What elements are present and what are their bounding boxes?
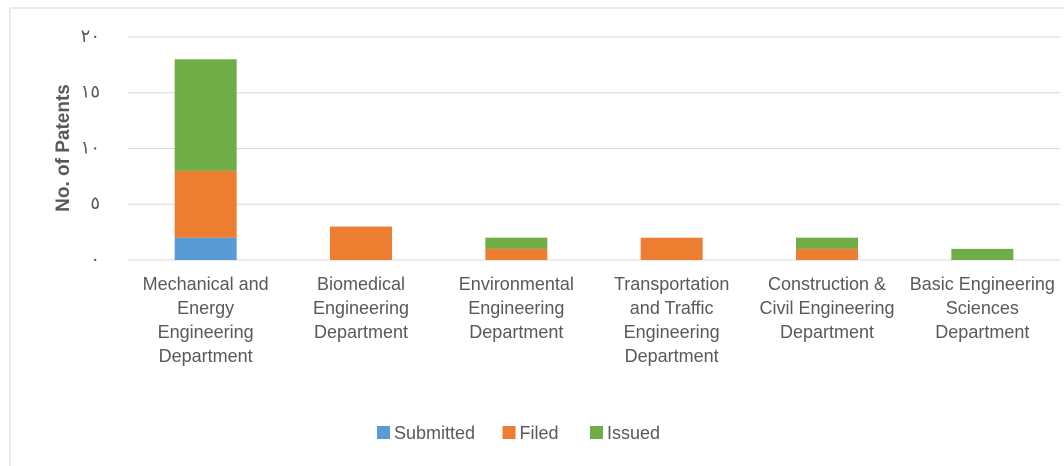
y-tick-label: ١٥ xyxy=(81,82,100,102)
bar-segment xyxy=(485,237,548,249)
bar-segment xyxy=(174,170,237,238)
y-tick-label: ٥ xyxy=(90,193,100,213)
legend-swatch xyxy=(502,426,516,439)
x-tick-label: Biomedical Engineering Department xyxy=(312,274,410,342)
legend-label: Issued xyxy=(607,423,660,443)
bar-segment xyxy=(174,237,237,260)
y-tick-label: ٠ xyxy=(90,249,100,269)
bar-segment xyxy=(174,59,237,171)
y-axis-title: No. of Patents xyxy=(53,84,74,212)
x-tick-label: Construction & Civil Engineering Departm… xyxy=(759,274,895,342)
y-tick-label: ١٠ xyxy=(81,137,100,157)
bar-segment xyxy=(951,248,1014,260)
bar-segment xyxy=(330,226,392,260)
bar-segment xyxy=(796,248,858,260)
x-tick-label: Transportation and Traffic Engineering D… xyxy=(613,274,730,366)
y-tick-label: ٢٠ xyxy=(81,26,100,46)
x-tick-label: Basic Engineering Sciences Department xyxy=(909,274,1055,342)
legend-swatch xyxy=(377,426,390,439)
x-tick-label: Mechanical and Energy Engineering Depart… xyxy=(142,274,269,366)
x-tick-label: Environmental Engineering Department xyxy=(458,274,574,342)
bar-segment xyxy=(485,248,548,260)
legend-label: Filed xyxy=(520,423,559,443)
chart-frame xyxy=(9,7,1064,466)
legend-label: Submitted xyxy=(394,423,475,443)
legend-swatch xyxy=(590,426,603,439)
bar-segment xyxy=(796,237,858,249)
bar-segment xyxy=(640,237,703,260)
